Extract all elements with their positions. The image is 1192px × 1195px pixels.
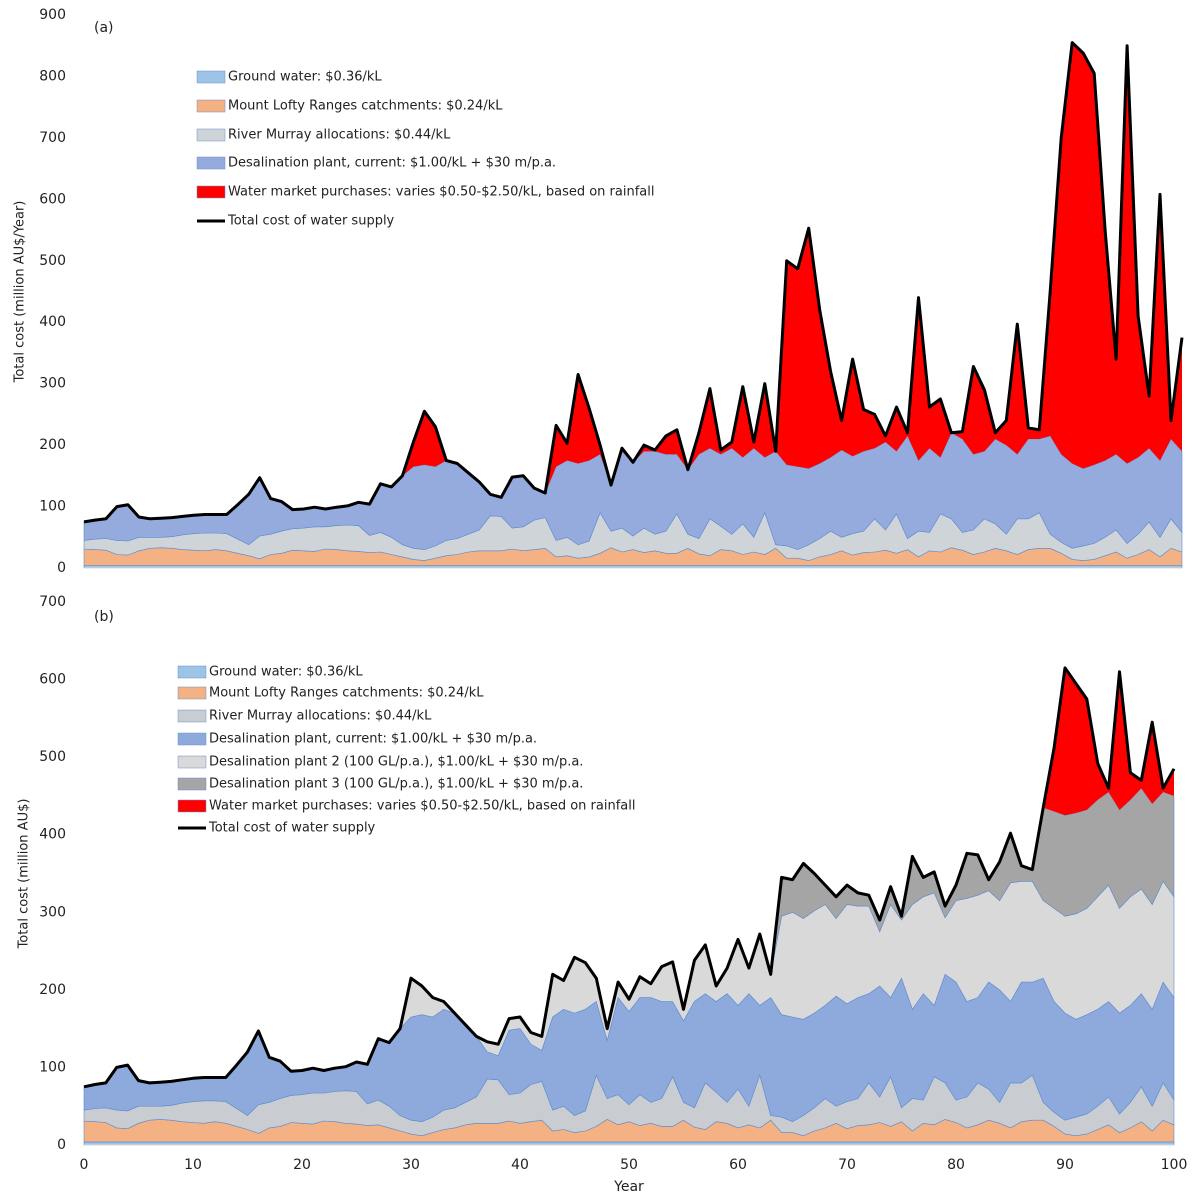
y-axis-title: Total cost (million AU$) <box>17 799 32 950</box>
legend-swatch <box>196 70 226 84</box>
legend-swatch <box>177 732 207 746</box>
y-tick-label: 200 <box>39 437 66 453</box>
legend-label: Desalination plant 2 (100 GL/p.a.), $1.0… <box>209 755 583 770</box>
y-tick-label: 100 <box>39 1059 66 1075</box>
legend-swatch <box>177 755 207 769</box>
legend-label: Desalination plant, current: $1.00/kL + … <box>228 156 556 171</box>
legend-label: Water market purchases: varies $0.50-$2.… <box>228 185 654 200</box>
x-tick-label: 80 <box>947 1157 965 1173</box>
y-tick-label: 400 <box>39 314 66 330</box>
x-tick-label: 100 <box>1161 1157 1188 1173</box>
x-tick-label: 10 <box>184 1157 202 1173</box>
legend-swatch <box>177 686 207 700</box>
panel-label: (b) <box>94 609 114 625</box>
x-tick-label: 60 <box>729 1157 747 1173</box>
legend-label: Total cost of water supply <box>227 214 395 229</box>
total-line <box>83 666 1176 1089</box>
y-tick-label: 500 <box>39 253 66 269</box>
area <box>84 667 1174 1087</box>
y-axis-title: Total cost (million AU$/Year) <box>13 201 28 384</box>
x-tick-label: 30 <box>402 1157 420 1173</box>
x-axis-title: Year <box>613 1179 644 1195</box>
legend-label: Water market purchases: varies $0.50-$2.… <box>209 799 635 814</box>
y-tick-label: 700 <box>39 594 66 610</box>
area <box>84 42 1182 522</box>
legend-label: Ground water: $0.36/kL <box>209 665 363 680</box>
legend-label: Desalination plant, current: $1.00/kL + … <box>209 732 537 747</box>
legend-swatch <box>177 777 207 791</box>
y-tick-label: 200 <box>39 982 66 998</box>
legend-swatch <box>196 99 226 113</box>
legend-swatch <box>177 799 207 813</box>
legend-swatch <box>177 709 207 723</box>
y-tick-label: 0 <box>57 1137 66 1153</box>
legend-swatch <box>196 185 226 199</box>
y-tick-label: 300 <box>39 904 66 920</box>
legend-label: Total cost of water supply <box>208 821 376 836</box>
legend-swatch <box>196 156 226 170</box>
x-tick-label: 40 <box>511 1157 529 1173</box>
y-tick-label: 600 <box>39 191 66 207</box>
x-tick-label: 50 <box>620 1157 638 1173</box>
y-tick-label: 300 <box>39 376 66 392</box>
x-tick-label: 90 <box>1056 1157 1074 1173</box>
legend-label: Desalination plant 3 (100 GL/p.a.), $1.0… <box>209 777 583 792</box>
x-tick-label: 0 <box>80 1157 89 1173</box>
y-tick-label: 900 <box>39 7 66 23</box>
panel-label: (a) <box>94 20 114 36</box>
y-tick-label: 400 <box>39 827 66 843</box>
y-tick-label: 800 <box>39 68 66 84</box>
y-tick-label: 100 <box>39 499 66 515</box>
legend-label: River Murray allocations: $0.44/kL <box>228 128 451 143</box>
total-line <box>83 41 1184 524</box>
y-tick-label: 500 <box>39 749 66 765</box>
y-tick-label: 600 <box>39 672 66 688</box>
legend-label: Mount Lofty Ranges catchments: $0.24/kL <box>228 99 503 114</box>
y-tick-label: 0 <box>57 560 66 576</box>
y-tick-label: 700 <box>39 130 66 146</box>
x-tick-label: 70 <box>838 1157 856 1173</box>
legend-label: Ground water: $0.36/kL <box>228 70 382 85</box>
legend-swatch <box>177 665 207 679</box>
legend-label: River Murray allocations: $0.44/kL <box>209 709 432 724</box>
legend-swatch <box>196 128 226 142</box>
legend-label: Mount Lofty Ranges catchments: $0.24/kL <box>209 686 484 701</box>
x-tick-label: 20 <box>293 1157 311 1173</box>
